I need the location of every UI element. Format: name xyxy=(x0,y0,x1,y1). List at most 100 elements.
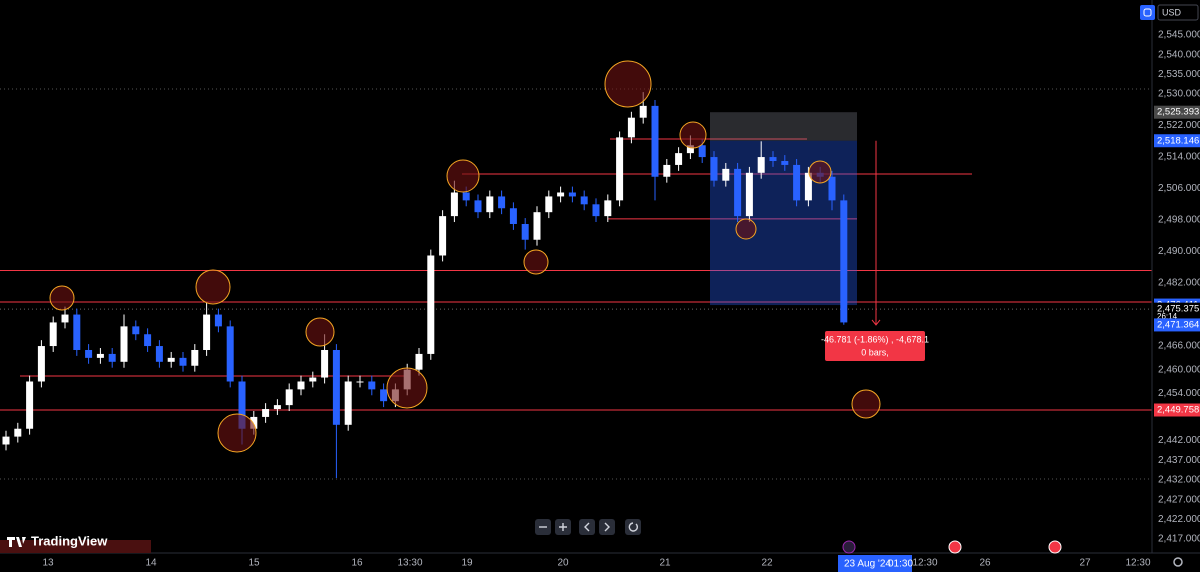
annotation-circle xyxy=(446,159,480,193)
x-tick-label: 14 xyxy=(145,558,157,569)
y-tick-label: 2,466.000 xyxy=(1158,341,1200,352)
candle-body xyxy=(120,326,128,362)
scroll-right-button[interactable] xyxy=(599,519,615,535)
currency: USD xyxy=(1162,7,1182,17)
y-tick-label: 2,514.000 xyxy=(1158,152,1200,163)
price-label: 2,449.758 xyxy=(1157,405,1199,416)
candle-body xyxy=(73,314,81,350)
candle-body xyxy=(592,204,600,217)
y-tick-label: 2,427.000 xyxy=(1158,494,1200,505)
candle-body xyxy=(191,349,199,366)
annotation-circle xyxy=(523,249,549,275)
candle-body xyxy=(521,223,529,240)
candle-body xyxy=(710,157,718,181)
candle-body xyxy=(663,164,671,177)
annotation-circle xyxy=(305,317,335,347)
y-tick-label: 2,442.000 xyxy=(1158,435,1200,446)
left-icon xyxy=(584,522,590,532)
candle-body xyxy=(368,381,376,390)
candle-body xyxy=(804,172,812,201)
candle-body xyxy=(179,357,187,366)
candle-body xyxy=(533,212,541,240)
plot: -46.781 (-1.86%) , -4,678.1 0 bars, xyxy=(2,92,929,478)
candle-body xyxy=(828,176,836,201)
y-tick-label: 2,506.000 xyxy=(1158,183,1200,194)
candle-body xyxy=(380,389,388,402)
candle-body xyxy=(285,389,293,406)
x-tick-label: 16 xyxy=(351,558,363,569)
candle-body xyxy=(2,436,10,445)
event-icon[interactable] xyxy=(948,540,962,554)
y-tick-label: 2,498.000 xyxy=(1158,215,1200,226)
icon xyxy=(1143,8,1152,17)
candle-body xyxy=(616,137,624,201)
candle-body xyxy=(651,105,659,177)
candle-body xyxy=(273,405,281,410)
price-label-box xyxy=(1154,403,1200,417)
logo-mark xyxy=(7,537,26,547)
annotation-circle xyxy=(851,389,881,419)
price-label-box xyxy=(1154,105,1200,119)
candle-body xyxy=(769,157,777,161)
x-tick-label: 21 xyxy=(659,558,671,569)
y-tick-label: 2,460.000 xyxy=(1158,364,1200,375)
candle-body xyxy=(344,381,352,425)
candle-body xyxy=(356,381,364,383)
brand: TradingView xyxy=(31,533,108,548)
candle-body xyxy=(557,192,565,197)
y-tick-label: 2,417.000 xyxy=(1158,534,1200,545)
event-icon[interactable] xyxy=(1048,540,1062,554)
candle-body xyxy=(450,192,458,217)
y-tick-label: 2,482.000 xyxy=(1158,278,1200,289)
y-tick-label: 2,490.000 xyxy=(1158,246,1200,257)
y-tick-label: 2,535.000 xyxy=(1158,69,1200,80)
candle-body xyxy=(96,353,104,358)
event-icon[interactable] xyxy=(842,540,856,554)
scroll-left-button[interactable] xyxy=(579,519,595,535)
price-label-box xyxy=(1154,302,1200,316)
x-tick-label: 13 xyxy=(42,558,54,569)
price-label: 2,471.364 xyxy=(1157,319,1199,330)
candle-body xyxy=(49,322,57,347)
crosshair-date: 23 Aug '24 xyxy=(844,559,891,570)
crosshair-time: 01:30 xyxy=(888,559,913,570)
candle-body xyxy=(675,153,683,165)
measure-text: 0 bars, xyxy=(861,347,889,357)
candle-body xyxy=(61,314,69,323)
annotation-circle xyxy=(386,367,428,409)
candle-body xyxy=(238,381,246,429)
x-tick-label: 19 xyxy=(461,558,473,569)
candle-body xyxy=(37,346,45,382)
price-label-box xyxy=(1154,318,1200,332)
price-axis xyxy=(1152,0,1200,572)
countdown: 26:14 xyxy=(1157,312,1178,321)
candle-body xyxy=(639,105,647,118)
candle-body xyxy=(108,353,116,362)
reset-button[interactable] xyxy=(625,519,641,535)
candle-body xyxy=(745,172,753,217)
x-tick-label: 20 xyxy=(557,558,569,569)
position-stop-zone xyxy=(710,112,857,141)
annotation-circle xyxy=(679,121,707,149)
annotation-circle xyxy=(217,413,257,453)
x-tick-label: 13:30 xyxy=(397,558,422,569)
right-icon xyxy=(604,522,610,532)
candle-body xyxy=(698,145,706,158)
annotation-circle xyxy=(195,269,231,305)
annotation-circle xyxy=(735,218,757,240)
settings-button[interactable] xyxy=(1173,557,1183,567)
measure-text: -46.781 (-1.86%) , -4,678.1 xyxy=(821,334,929,344)
auto-scale-button[interactable] xyxy=(1140,5,1155,20)
axis-layer: 2,545.000 2,540.000 2,535.000 2,530.000 2,52… xyxy=(42,30,1200,572)
candle-body xyxy=(722,168,730,181)
y-tick-label: 2,545.000 xyxy=(1158,30,1200,41)
candle-body xyxy=(427,255,435,354)
candle-body xyxy=(26,381,34,429)
candle-body xyxy=(509,208,517,224)
candle-body xyxy=(840,200,848,323)
candle-body xyxy=(226,326,234,382)
currency-button[interactable] xyxy=(1157,4,1199,21)
